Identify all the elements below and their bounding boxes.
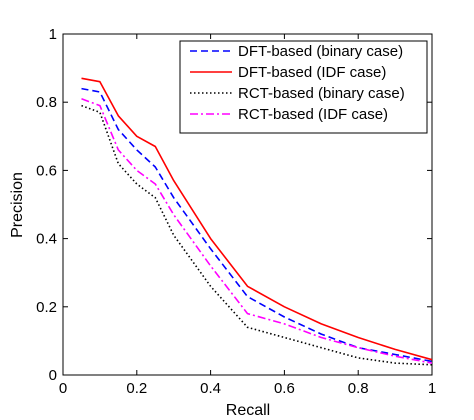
legend-label-2: DFT-based (IDF case) — [238, 64, 386, 81]
y-tick-label: 0.2 — [36, 299, 57, 316]
x-tick-label: 1 — [428, 380, 436, 397]
y-axis-label: Precision — [9, 172, 26, 238]
legend-label-1: DFT-based (binary case) — [238, 43, 403, 60]
x-axis-label: Recall — [226, 402, 270, 419]
series-line-3 — [81, 104, 433, 366]
series-layer — [81, 77, 433, 366]
x-tick-label: 0.8 — [348, 380, 369, 397]
y-tick-label: 0 — [49, 367, 57, 384]
series-line-1 — [81, 87, 433, 363]
y-tick-label: 0.8 — [36, 94, 57, 111]
tick-layer: 0 0.2 0.4 0.6 0.8 1 0 0.2 0.4 0.6 0.8 1 — [36, 26, 436, 397]
y-tick-label: 0.6 — [36, 162, 57, 179]
x-tick-label: 0.4 — [200, 380, 221, 397]
y-tick-label: 0.4 — [36, 231, 57, 248]
x-tick-label: 0.6 — [274, 380, 295, 397]
x-tick-label: 0.2 — [126, 380, 147, 397]
series-line-4 — [81, 98, 433, 364]
series-line-2 — [81, 77, 433, 361]
legend-label-3: RCT-based (binary case) — [238, 85, 405, 102]
y-tick-label: 1 — [49, 26, 57, 43]
legend-box — [179, 40, 428, 134]
x-tick-label: 0 — [59, 380, 67, 397]
legend-label-4: RCT-based (IDF case) — [238, 106, 388, 123]
legend: DFT-based (binary case) DFT-based (IDF ca… — [179, 40, 428, 134]
